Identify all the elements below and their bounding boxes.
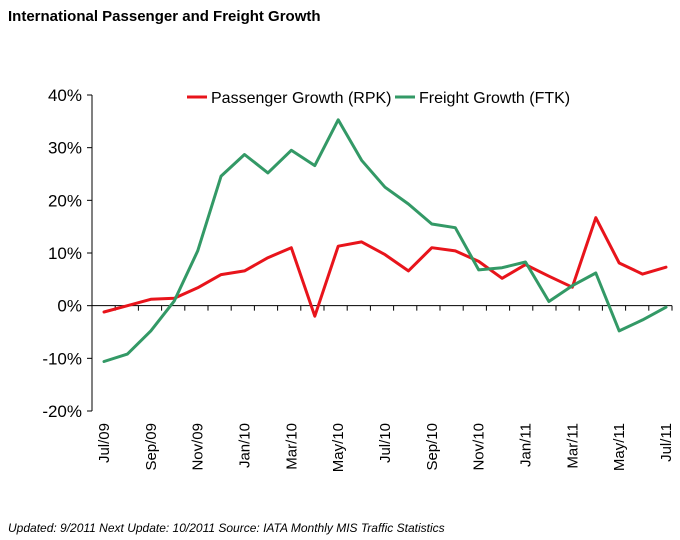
footer-note: Updated: 9/2011 Next Update: 10/2011 Sou… bbox=[8, 521, 445, 535]
legend-passenger-label: Passenger Growth (RPK) bbox=[211, 90, 392, 107]
y-tick-label: 30% bbox=[48, 139, 82, 158]
x-tick-label: Mar/11 bbox=[564, 423, 581, 469]
series-lines bbox=[102, 118, 668, 363]
x-tick-label: Jul/11 bbox=[658, 423, 675, 462]
passenger-growth-line bbox=[102, 216, 668, 318]
legend-freight-label: Freight Growth (FTK) bbox=[419, 90, 570, 107]
legend: Passenger Growth (RPK) Freight Growth (FT… bbox=[187, 90, 570, 107]
y-tick-label: 20% bbox=[48, 191, 82, 210]
x-tick-label: May/11 bbox=[611, 423, 628, 471]
x-tick-label: Nov/09 bbox=[190, 423, 207, 471]
x-tick-label: May/10 bbox=[330, 423, 347, 472]
x-tick-label: Sep/10 bbox=[424, 423, 441, 471]
x-tick-label: Jan/11 bbox=[518, 423, 535, 467]
x-tick-label: Sep/09 bbox=[143, 423, 160, 471]
y-tick-label: 40% bbox=[48, 86, 82, 105]
chart-title: International Passenger and Freight Grow… bbox=[8, 8, 321, 25]
x-tick-label: Jul/09 bbox=[96, 423, 113, 463]
y-tick-label: -20% bbox=[42, 402, 82, 421]
freight-growth-line bbox=[102, 118, 668, 363]
y-tick-label: 10% bbox=[48, 244, 82, 263]
y-tick-label: -10% bbox=[42, 349, 82, 368]
x-tick-label: Nov/10 bbox=[471, 423, 488, 471]
x-tick-label: Jul/10 bbox=[377, 423, 394, 463]
x-tick-label: Jan/10 bbox=[237, 423, 254, 468]
y-tick-label: 0% bbox=[57, 297, 82, 316]
x-tick-label: Mar/10 bbox=[283, 423, 300, 470]
axes: 40% 30% 20% 10% 0% -10% -20% Jul/09 Sep/09 Nov/09… bbox=[42, 86, 675, 472]
